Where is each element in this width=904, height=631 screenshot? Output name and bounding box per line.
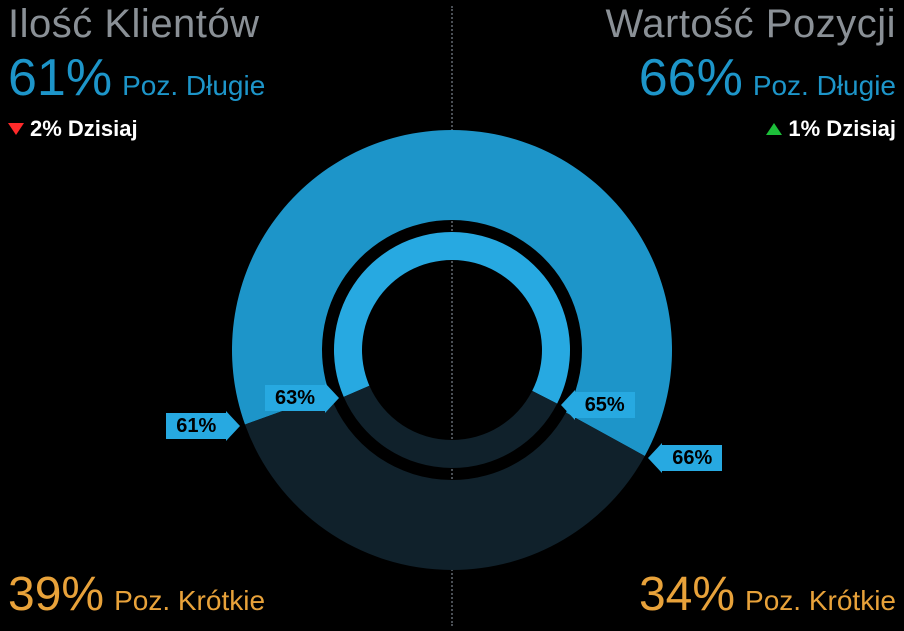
right-inner-callout-text: 65% — [575, 392, 635, 418]
up-triangle-icon — [766, 123, 782, 135]
right-short-row: 34% Poz. Krótkie — [639, 571, 896, 619]
right-inner-callout: 65% — [561, 390, 635, 420]
right-change-text: 1% Dzisiaj — [788, 116, 896, 142]
left-long-row: 61% Poz. Długie — [8, 52, 265, 104]
down-triangle-icon — [8, 123, 24, 135]
right-title: Wartość Pozycji — [605, 2, 896, 47]
right-long-pct: 66% — [639, 52, 743, 104]
center-divider — [451, 6, 453, 626]
right-outer-callout-text: 66% — [662, 445, 722, 471]
left-short-pct: 39% — [8, 571, 104, 619]
chevron-right-icon — [325, 383, 339, 413]
right-outer-callout: 66% — [648, 443, 722, 473]
left-inner-callout-text: 63% — [265, 385, 325, 411]
chevron-left-icon — [561, 390, 575, 420]
right-short-label: Poz. Krótkie — [745, 585, 896, 617]
left-panel: Ilość Klientów 61% Poz. Długie 2% Dzisia… — [0, 0, 452, 631]
right-long-label: Poz. Długie — [753, 70, 896, 102]
left-long-pct: 61% — [8, 52, 112, 104]
left-outer-callout: 61% — [166, 411, 240, 441]
left-short-row: 39% Poz. Krótkie — [8, 571, 265, 619]
right-panel: Wartość Pozycji 66% Poz. Długie 1% Dzisi… — [452, 0, 904, 631]
right-short-pct: 34% — [639, 571, 735, 619]
chevron-left-icon — [648, 443, 662, 473]
left-outer-callout-text: 61% — [166, 413, 226, 439]
left-title: Ilość Klientów — [8, 2, 260, 47]
left-change: 2% Dzisiaj — [8, 116, 138, 142]
left-short-label: Poz. Krótkie — [114, 585, 265, 617]
left-long-label: Poz. Długie — [122, 70, 265, 102]
left-inner-callout: 63% — [265, 383, 339, 413]
left-change-text: 2% Dzisiaj — [30, 116, 138, 142]
right-long-row: 66% Poz. Długie — [639, 52, 896, 104]
right-change: 1% Dzisiaj — [766, 116, 896, 142]
chevron-right-icon — [226, 411, 240, 441]
